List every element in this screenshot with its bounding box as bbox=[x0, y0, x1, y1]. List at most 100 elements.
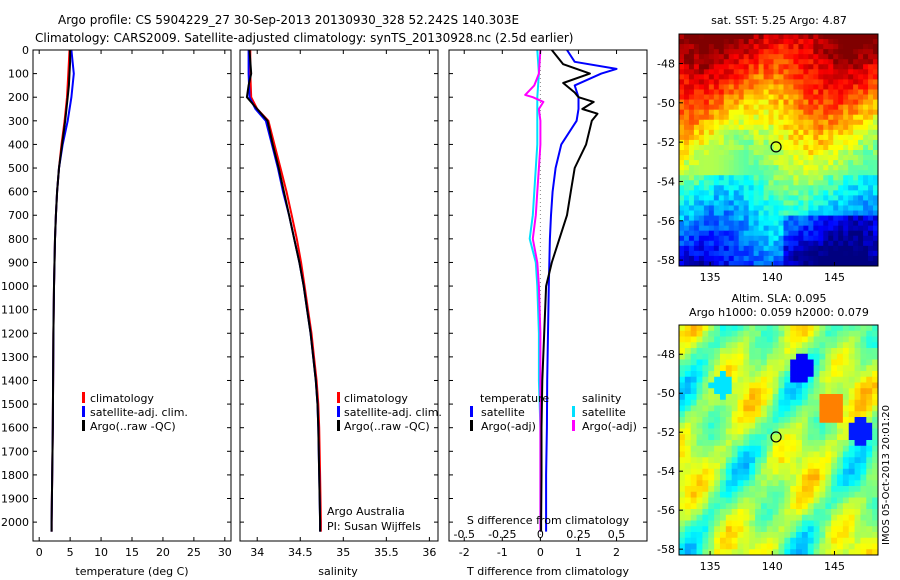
heatmap-cell bbox=[743, 79, 750, 85]
heatmap-cell bbox=[708, 388, 715, 395]
heatmap-cell bbox=[818, 195, 824, 201]
heatmap-cell bbox=[828, 255, 834, 262]
heatmap-cell bbox=[823, 235, 829, 242]
heatmap-cell bbox=[798, 220, 804, 227]
heatmap-cell bbox=[748, 119, 755, 126]
heatmap-cell bbox=[778, 160, 784, 166]
heatmap-cell bbox=[693, 134, 700, 141]
heatmap-cell bbox=[749, 348, 756, 355]
heatmap-cell bbox=[778, 405, 785, 412]
heatmap-cell bbox=[772, 336, 779, 343]
heatmap-cell bbox=[758, 134, 764, 141]
heatmap-cell bbox=[848, 144, 854, 151]
heatmap-cell bbox=[772, 422, 779, 429]
heatmap-cell bbox=[758, 215, 764, 222]
heatmap-cell bbox=[698, 124, 705, 131]
heatmap-cell bbox=[783, 114, 789, 121]
heatmap-cell bbox=[766, 503, 774, 510]
heatmap-cell bbox=[790, 376, 797, 383]
heatmap-cell bbox=[743, 245, 750, 252]
heatmap-cell bbox=[784, 394, 791, 401]
heatmap-cell bbox=[766, 509, 774, 516]
heatmap-cell bbox=[763, 210, 769, 216]
heatmap-cell bbox=[690, 353, 697, 360]
x-tick-label: 0 bbox=[36, 546, 43, 559]
heatmap-cell bbox=[854, 532, 861, 539]
heatmap-cell bbox=[690, 382, 697, 389]
heatmap-cell bbox=[679, 150, 685, 156]
heatmap-cell bbox=[693, 230, 700, 237]
heatmap-cell bbox=[818, 155, 824, 161]
heatmap-cell bbox=[733, 180, 740, 186]
heatmap-cell bbox=[766, 330, 774, 337]
heatmap-cell bbox=[766, 359, 774, 366]
heatmap-cell bbox=[848, 150, 854, 156]
heatmap-cell bbox=[725, 486, 733, 493]
heatmap-cell bbox=[838, 119, 844, 126]
heatmap-cell bbox=[807, 463, 815, 470]
heatmap-cell bbox=[684, 342, 692, 349]
heatmap-cell bbox=[853, 195, 859, 201]
heatmap-cell bbox=[768, 210, 774, 216]
heatmap-cell bbox=[743, 99, 750, 106]
heatmap-cell bbox=[831, 457, 838, 464]
heatmap-cell bbox=[858, 99, 864, 106]
heatmap-cell bbox=[790, 336, 797, 343]
heatmap-cell bbox=[796, 543, 803, 550]
heatmap-cell bbox=[801, 353, 809, 360]
heatmap-cell bbox=[778, 348, 785, 355]
heatmap-cell bbox=[698, 59, 705, 65]
heatmap-cell bbox=[772, 491, 779, 498]
heatmap-cell bbox=[749, 388, 756, 395]
heatmap-cell bbox=[828, 79, 834, 85]
heatmap-cell bbox=[766, 371, 774, 378]
heatmap-cell bbox=[698, 240, 705, 247]
heatmap-cell bbox=[760, 365, 768, 372]
heatmap-cell bbox=[755, 537, 762, 544]
heatmap-cell bbox=[803, 245, 809, 252]
heatmap-cell bbox=[838, 104, 844, 111]
heatmap-cell bbox=[783, 144, 789, 151]
heatmap-cell bbox=[758, 180, 764, 186]
heatmap-cell bbox=[842, 480, 850, 487]
heatmap-cell bbox=[749, 411, 756, 418]
heatmap-cell bbox=[760, 520, 768, 527]
legend-swatch-t-satellite bbox=[470, 406, 473, 417]
heatmap-cell bbox=[683, 230, 690, 237]
heatmap-cell bbox=[693, 89, 700, 95]
heatmap-cell bbox=[858, 134, 864, 141]
heatmap-cell bbox=[796, 509, 803, 516]
heatmap-cell bbox=[796, 486, 803, 493]
heatmap-cell bbox=[713, 104, 720, 111]
heatmap-cell bbox=[818, 119, 824, 126]
heatmap-cell bbox=[833, 175, 839, 181]
heatmap-cell bbox=[743, 382, 750, 389]
heatmap-cell bbox=[738, 114, 745, 121]
heatmap-cell bbox=[798, 245, 804, 252]
heatmap-cell bbox=[828, 99, 834, 106]
heatmap-cell bbox=[768, 44, 774, 50]
heatmap-cell bbox=[753, 94, 760, 100]
legend-label-argo: Argo(..raw -QC) bbox=[90, 420, 176, 433]
heatmap-cell bbox=[753, 220, 760, 227]
heatmap-cell bbox=[807, 549, 815, 556]
heatmap-cell bbox=[813, 359, 820, 366]
heatmap-cell bbox=[708, 537, 715, 544]
heatmap-cell bbox=[796, 434, 803, 441]
heatmap-cell bbox=[793, 144, 799, 151]
heatmap-cell bbox=[860, 537, 867, 544]
heatmap-cell bbox=[737, 457, 744, 464]
heatmap-cell bbox=[728, 255, 735, 262]
heatmap-cell bbox=[784, 422, 791, 429]
heatmap-cell bbox=[738, 94, 745, 100]
heatmap-cell bbox=[773, 170, 779, 176]
heatmap-cell bbox=[766, 440, 774, 447]
heatmap-cell bbox=[760, 428, 768, 435]
heatmap-cell bbox=[743, 124, 750, 131]
heatmap-cell bbox=[803, 230, 809, 237]
heatmap-cell bbox=[743, 225, 750, 232]
heatmap-cell bbox=[819, 342, 826, 349]
heatmap-cell bbox=[838, 245, 844, 252]
heatmap-cell bbox=[688, 185, 695, 191]
heatmap-cell bbox=[818, 114, 824, 121]
